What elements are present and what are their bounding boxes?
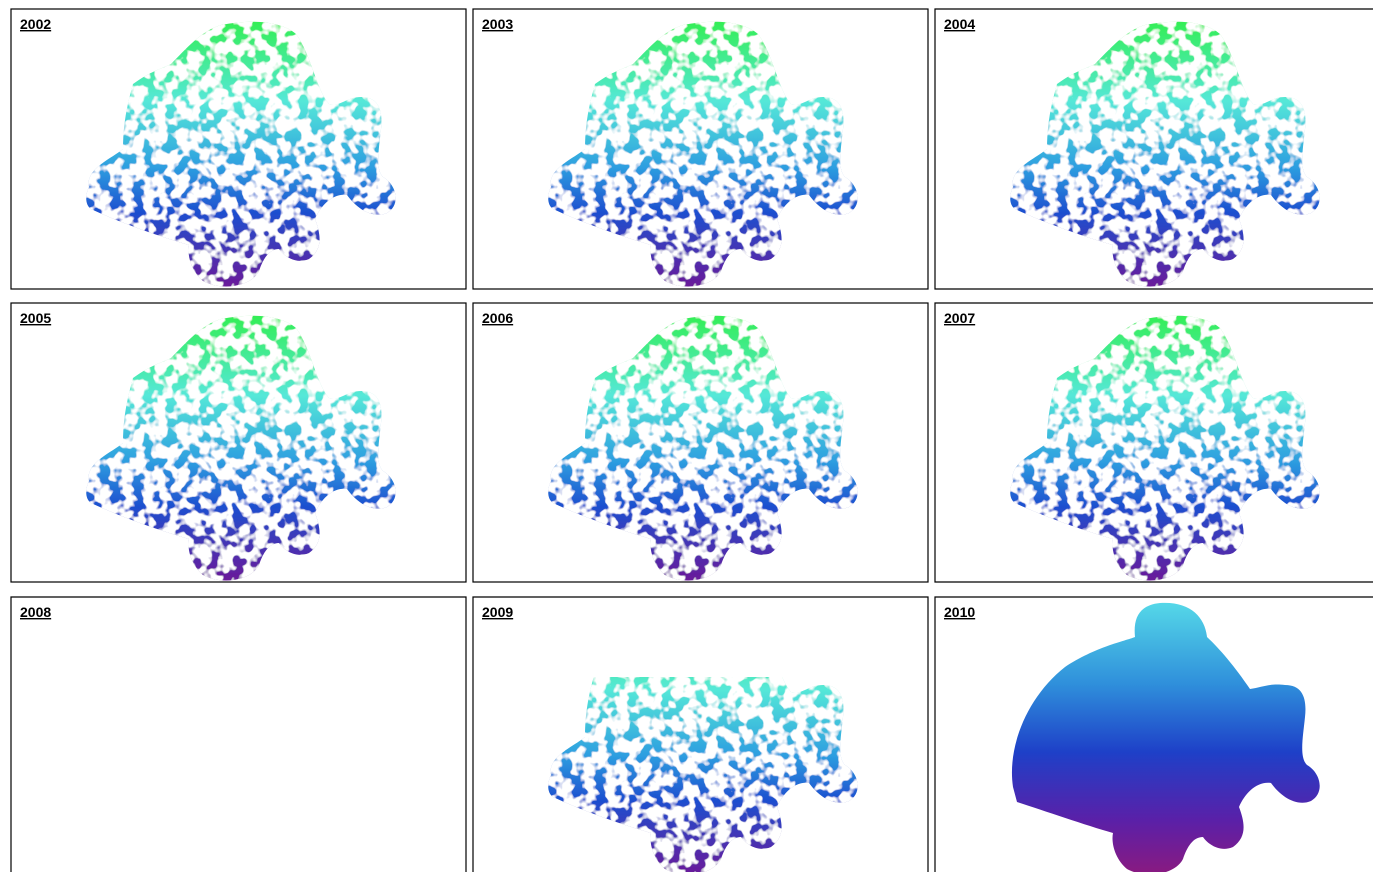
panel-label: 2010: [944, 604, 975, 620]
panel: 2008: [11, 597, 466, 872]
panel-label: 2009: [482, 604, 513, 620]
panel: 2010: [935, 597, 1373, 872]
panel: 2004: [935, 9, 1373, 289]
panel: 2003: [473, 9, 928, 289]
panel-label: 2004: [944, 16, 975, 32]
panel-frame: [11, 597, 466, 872]
panel: 2005: [11, 303, 466, 582]
panel-label: 2005: [20, 310, 51, 326]
panel-label: 2008: [20, 604, 51, 620]
panel: 2007: [935, 303, 1373, 582]
panel: 2006: [473, 303, 928, 582]
panel-label: 2007: [944, 310, 975, 326]
panel: 2009: [473, 597, 928, 872]
panel: 2002: [11, 9, 466, 289]
panel-label: 2003: [482, 16, 513, 32]
map-grid: 2002 2003 2004 2005 2006 2007 2008 2009 …: [0, 0, 1373, 872]
panel-label: 2002: [20, 16, 51, 32]
panel-label: 2006: [482, 310, 513, 326]
